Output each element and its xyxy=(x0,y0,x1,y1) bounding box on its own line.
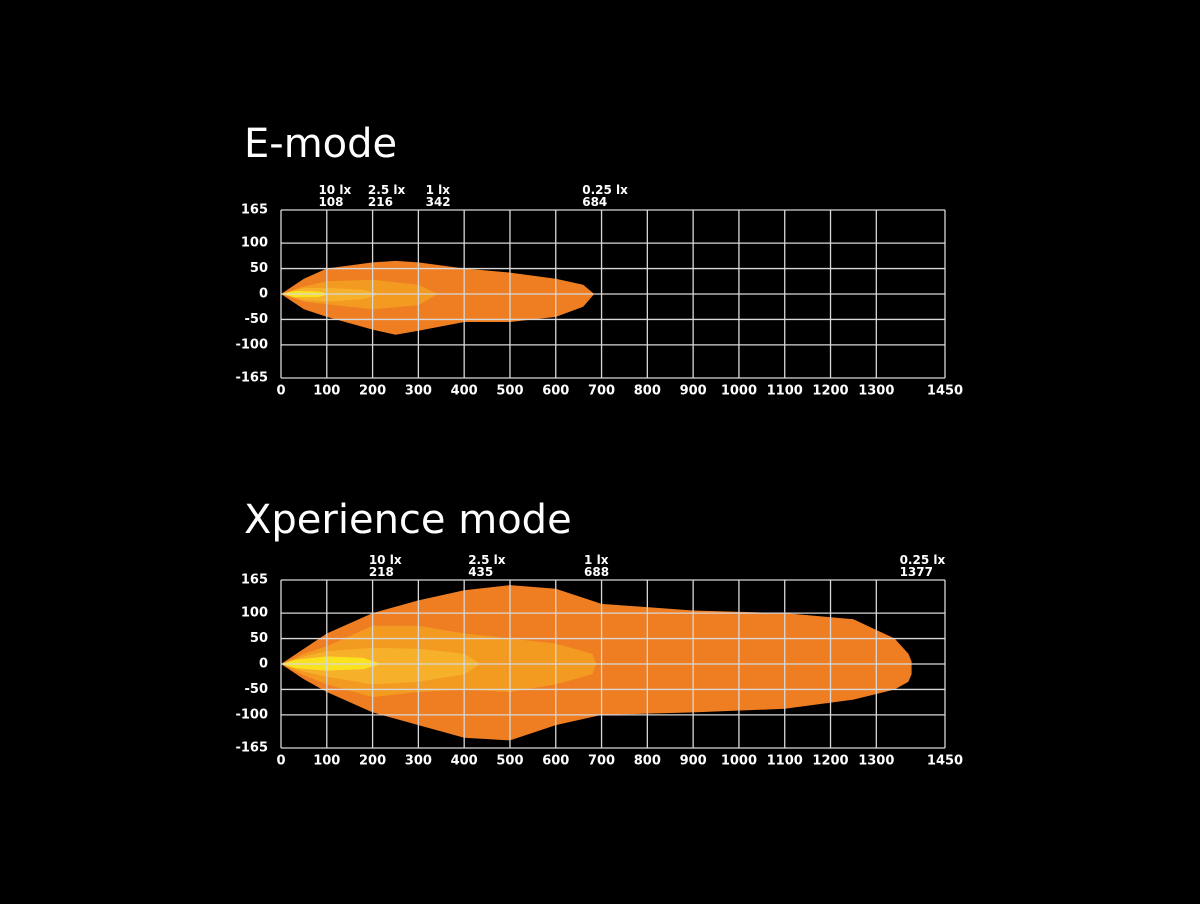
x-tick-label: 400 xyxy=(451,754,478,769)
reach-label: 688 xyxy=(584,565,609,579)
x-tick-label: 200 xyxy=(359,754,386,769)
x-tick-label: 700 xyxy=(588,754,615,769)
y-tick-label: -100 xyxy=(235,707,268,722)
y-tick-label: 50 xyxy=(250,261,268,276)
y-tick-label: -165 xyxy=(235,741,268,756)
chart-title: E-mode xyxy=(244,121,397,167)
reach-label: 216 xyxy=(368,195,393,209)
x-tick-label: 300 xyxy=(405,384,432,399)
x-tick-label: 1450 xyxy=(927,754,963,769)
x-tick-label: 300 xyxy=(405,754,432,769)
y-tick-label: 100 xyxy=(241,606,268,621)
x-tick-label: 600 xyxy=(542,384,569,399)
x-tick-label: 400 xyxy=(451,384,478,399)
x-tick-label: 100 xyxy=(313,384,340,399)
y-tick-label: -165 xyxy=(235,371,268,386)
lux-label: 1 lx xyxy=(426,183,451,197)
y-tick-label: 0 xyxy=(259,287,268,302)
x-tick-label: 600 xyxy=(542,754,569,769)
reach-label: 342 xyxy=(426,195,451,209)
chart-title: Xperience mode xyxy=(244,497,572,543)
x-tick-label: 900 xyxy=(680,754,707,769)
reach-label: 435 xyxy=(468,565,493,579)
x-tick-label: 500 xyxy=(496,384,523,399)
y-tick-label: 165 xyxy=(241,573,268,588)
x-tick-label: 1450 xyxy=(927,384,963,399)
y-tick-label: 100 xyxy=(241,236,268,251)
x-tick-label: 1300 xyxy=(858,384,894,399)
y-tick-label: -100 xyxy=(235,337,268,352)
x-tick-label: 900 xyxy=(680,384,707,399)
lux-label: 0.25 lx xyxy=(582,183,628,197)
x-tick-label: 1100 xyxy=(767,384,803,399)
x-tick-label: 1000 xyxy=(721,384,757,399)
x-tick-label: 0 xyxy=(276,384,285,399)
x-tick-label: 800 xyxy=(634,384,661,399)
x-tick-label: 0 xyxy=(276,754,285,769)
x-tick-label: 1100 xyxy=(767,754,803,769)
x-tick-label: 1300 xyxy=(858,754,894,769)
x-tick-label: 800 xyxy=(634,754,661,769)
reach-label: 1377 xyxy=(900,565,933,579)
x-tick-label: 1000 xyxy=(721,754,757,769)
x-tick-label: 700 xyxy=(588,384,615,399)
x-tick-label: 1200 xyxy=(812,754,848,769)
x-tick-label: 1200 xyxy=(812,384,848,399)
lux-label: 10 lx xyxy=(318,183,351,197)
reach-label: 684 xyxy=(582,195,607,209)
lux-label: 2.5 lx xyxy=(468,553,506,567)
x-tick-label: 100 xyxy=(313,754,340,769)
y-tick-label: -50 xyxy=(245,312,269,327)
y-tick-label: 0 xyxy=(259,657,268,672)
isolux-area xyxy=(281,585,912,741)
lux-label: 0.25 lx xyxy=(900,553,946,567)
lux-label: 1 lx xyxy=(584,553,609,567)
reach-label: 218 xyxy=(369,565,394,579)
y-tick-label: -50 xyxy=(245,682,269,697)
y-tick-label: 165 xyxy=(241,203,268,218)
reach-label: 108 xyxy=(318,195,343,209)
isolux-area xyxy=(281,260,595,335)
y-tick-label: 50 xyxy=(250,631,268,646)
lux-label: 2.5 lx xyxy=(368,183,406,197)
x-tick-label: 200 xyxy=(359,384,386,399)
x-tick-label: 500 xyxy=(496,754,523,769)
lux-label: 10 lx xyxy=(369,553,402,567)
